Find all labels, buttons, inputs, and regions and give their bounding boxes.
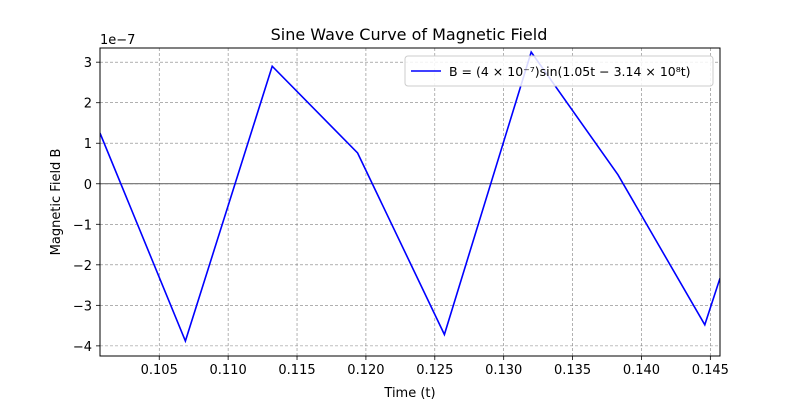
y-tick-label: −3 [73, 299, 92, 314]
x-tick-label: 0.110 [210, 363, 247, 378]
x-tick-label: 0.105 [141, 363, 178, 378]
y-axis-ticks: −4 −3 −2 −1 0 1 2 3 [73, 56, 100, 355]
x-axis-label: Time (t) [383, 386, 435, 400]
y-axis-label: Magnetic Field B [49, 149, 64, 256]
x-axis-ticks: 0.105 0.110 0.115 0.120 0.125 0.130 0.135 0.140… [141, 356, 729, 378]
y-tick-label: −2 [73, 259, 92, 274]
y-tick-label: −4 [73, 340, 92, 355]
y-tick-label: −1 [73, 218, 92, 233]
legend: B = (4 × 10⁻⁷)sin(1.05t − 3.14 × 10⁸t) [404, 55, 714, 87]
legend-label: B = (4 × 10⁻⁷)sin(1.05t − 3.14 × 10⁸t) [449, 64, 691, 79]
y-tick-label: 3 [84, 56, 92, 71]
y-axis-offset-label: 1e−7 [100, 33, 135, 48]
x-tick-label: 0.130 [485, 363, 522, 378]
x-tick-label: 0.115 [278, 363, 315, 378]
series-line [100, 50, 720, 344]
plot-area [100, 48, 720, 356]
x-tick-label: 0.140 [623, 363, 660, 378]
y-tick-label: 1 [84, 137, 92, 152]
chart-title: Sine Wave Curve of Magnetic Field [271, 25, 548, 44]
legend-box [404, 55, 714, 87]
y-tick-label: 0 [84, 178, 92, 193]
x-tick-label: 0.125 [416, 363, 453, 378]
y-tick-label: 2 [84, 97, 92, 112]
series-layer [100, 50, 720, 344]
x-tick-label: 0.135 [554, 363, 591, 378]
x-tick-label: 0.145 [692, 363, 729, 378]
x-tick-label: 0.120 [347, 363, 384, 378]
plot-frame [99, 47, 721, 357]
